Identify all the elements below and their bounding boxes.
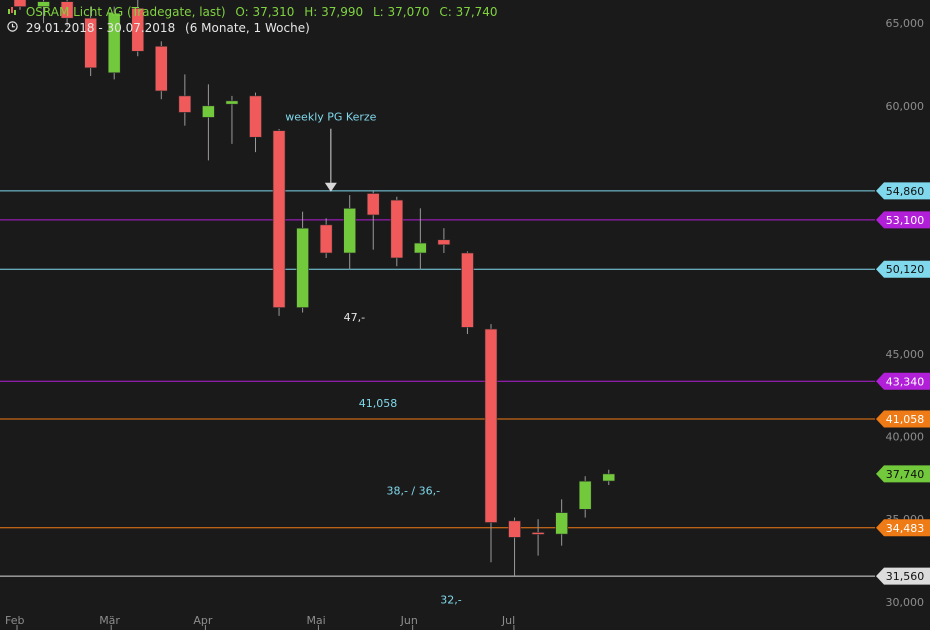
candle-body: [178, 95, 192, 113]
price-tag-0: 54,860: [886, 185, 925, 198]
price-tag-4: 41,058: [886, 413, 925, 426]
period-label: (6 Monate, 1 Woche): [185, 21, 310, 35]
last-price-tag-bg: [876, 465, 930, 483]
price-tag-1: 53,100: [886, 214, 925, 227]
candle-body: [296, 227, 309, 308]
candle-body: [437, 239, 451, 246]
x-tick-label: Apr: [193, 614, 213, 627]
annotation-arrow-head: [324, 182, 337, 192]
candle-body: [461, 252, 474, 328]
instrument-title: OSRAM Licht AG (Tradegate, last): [25, 5, 226, 19]
price-tag-2-bg: [876, 260, 930, 278]
price-tag-0-bg: [876, 182, 930, 200]
candle-body: [366, 193, 380, 216]
clock-icon: [6, 21, 18, 35]
price-tag-3: 43,340: [886, 375, 925, 388]
price-tag-5: 34,483: [886, 522, 925, 535]
candle-body: [37, 1, 50, 7]
y-tick-label: 40,000: [886, 431, 925, 444]
high-value: H: 37,990: [304, 5, 364, 19]
x-tick-label: Jul: [501, 614, 515, 627]
last-price-tag: 37,740: [886, 468, 925, 481]
candle-body: [319, 224, 333, 254]
candle-body: [343, 208, 357, 254]
candle-body: [13, 0, 27, 7]
candle-body: [555, 512, 568, 535]
low-value: L: 37,070: [372, 5, 430, 19]
annotation-4: 32,-: [440, 594, 461, 607]
candle-body: [602, 473, 616, 482]
open-value: O: 37,310: [235, 5, 295, 19]
candle-body: [131, 7, 145, 52]
annotation-0: weekly PG Kerze: [285, 111, 376, 124]
y-tick-label: 60,000: [886, 100, 925, 113]
x-tick-label: Feb: [5, 614, 24, 627]
candle-body: [484, 328, 498, 523]
y-tick-label: 30,000: [886, 596, 925, 609]
y-tick-label: 65,000: [886, 17, 925, 30]
chart-header: OSRAM Licht AG (Tradegate, last) O: 37,3…: [6, 5, 504, 19]
price-tag-2: 50,120: [886, 263, 925, 276]
candle-body: [202, 105, 215, 118]
price-tag-3-bg: [876, 372, 930, 390]
date-range: 29.01.2018 - 30.07.2018: [25, 21, 176, 35]
annotation-3: 38,- / 36,-: [386, 484, 440, 497]
candle-body: [531, 532, 545, 535]
close-value: C: 37,740: [439, 5, 498, 19]
candle-body: [390, 199, 404, 259]
price-tag-5-bg: [876, 519, 930, 537]
price-tag-1-bg: [876, 211, 930, 229]
candle-body: [272, 130, 286, 308]
candle-body: [84, 17, 97, 69]
price-tag-6-bg: [876, 567, 930, 585]
candle-body: [508, 520, 521, 538]
candle-body: [414, 242, 427, 254]
price-tag-4-bg: [876, 410, 930, 428]
candle-chart-icon: [6, 5, 18, 19]
annotation-1: 47,-: [344, 311, 365, 324]
candle-body: [60, 1, 74, 19]
annotation-2: 41,058: [359, 397, 398, 410]
chart-subheader: 29.01.2018 - 30.07.2018 (6 Monate, 1 Woc…: [6, 21, 316, 35]
y-tick-label: 45,000: [886, 348, 925, 361]
candle-body: [225, 100, 239, 105]
x-tick-label: Mär: [99, 614, 120, 627]
candle-body: [578, 480, 592, 510]
x-tick-label: Mai: [306, 614, 325, 627]
candle-body: [249, 95, 262, 138]
candle-body: [107, 12, 121, 74]
price-tag-6: 31,560: [886, 570, 925, 583]
candle-body: [155, 45, 168, 92]
x-tick-label: Jun: [400, 614, 418, 627]
